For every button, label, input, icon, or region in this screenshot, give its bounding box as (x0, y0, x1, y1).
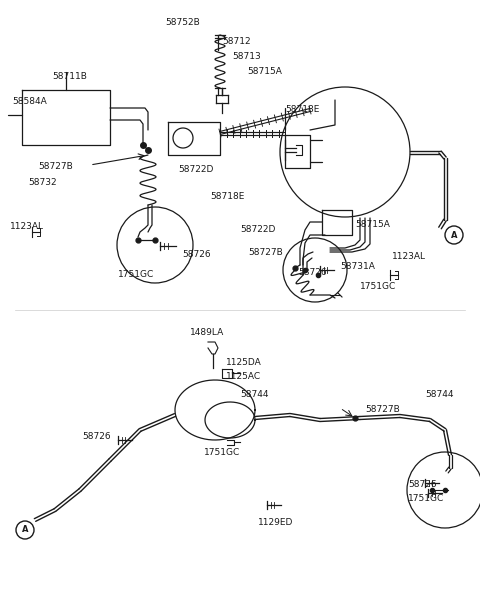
Text: 58726: 58726 (408, 480, 437, 489)
Text: 58711B: 58711B (52, 72, 87, 81)
Text: 1751GC: 1751GC (118, 270, 154, 279)
Text: 58713: 58713 (232, 52, 261, 61)
Text: 58744: 58744 (240, 390, 268, 399)
Text: 58715A: 58715A (355, 220, 390, 229)
Text: 58727B: 58727B (248, 248, 283, 257)
Text: 1751GC: 1751GC (360, 282, 396, 291)
Text: 58727B: 58727B (38, 162, 73, 171)
Text: A: A (22, 525, 28, 534)
Text: 1751GC: 1751GC (408, 494, 444, 503)
Text: 58584A: 58584A (12, 97, 47, 106)
Text: 58715A: 58715A (247, 67, 282, 76)
Text: 1129ED: 1129ED (258, 518, 293, 527)
Text: 58718E: 58718E (210, 192, 244, 201)
Text: 58752B: 58752B (165, 18, 200, 27)
Text: 58726: 58726 (298, 268, 326, 277)
Text: 1123AL: 1123AL (392, 252, 426, 261)
Text: 58712: 58712 (222, 37, 251, 46)
Text: 58731A: 58731A (340, 262, 375, 271)
Text: 1125AC: 1125AC (226, 372, 261, 381)
Text: 58718E: 58718E (285, 105, 319, 114)
Text: 1125DA: 1125DA (226, 358, 262, 367)
Text: 58732: 58732 (28, 178, 57, 187)
Text: 58727B: 58727B (365, 405, 400, 414)
Text: 1489LA: 1489LA (190, 328, 224, 337)
Text: 58726: 58726 (82, 432, 110, 441)
Text: 58722D: 58722D (178, 165, 214, 174)
Text: 1751GC: 1751GC (204, 448, 240, 457)
Text: 58744: 58744 (425, 390, 454, 399)
Text: 58722D: 58722D (240, 225, 276, 234)
Text: 1123AL: 1123AL (10, 222, 44, 231)
Text: 58726: 58726 (182, 250, 211, 259)
Text: A: A (451, 231, 457, 240)
